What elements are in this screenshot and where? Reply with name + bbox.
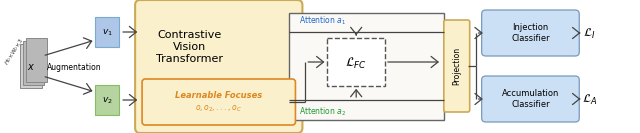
Text: Learnable Focuses: Learnable Focuses — [175, 90, 262, 99]
Polygon shape — [22, 41, 45, 85]
Text: $x$: $x$ — [28, 62, 36, 72]
Text: $H_0{\times}W_0{\times}3$: $H_0{\times}W_0{\times}3$ — [3, 37, 27, 67]
FancyBboxPatch shape — [327, 38, 385, 86]
Text: Attention $a_1$: Attention $a_1$ — [300, 14, 347, 27]
Text: Injection
Classifier: Injection Classifier — [511, 23, 550, 43]
Text: $\mathcal{L}_A$: $\mathcal{L}_A$ — [582, 93, 597, 107]
Text: Projection: Projection — [452, 47, 461, 85]
Text: $\mathcal{L}_I$: $\mathcal{L}_I$ — [583, 27, 595, 41]
FancyBboxPatch shape — [135, 0, 303, 133]
Text: $v_2$: $v_2$ — [102, 96, 113, 106]
FancyBboxPatch shape — [482, 10, 579, 56]
FancyBboxPatch shape — [444, 20, 470, 112]
Text: $\mathcal{L}_{FC}$: $\mathcal{L}_{FC}$ — [345, 55, 367, 70]
Text: Augmentation: Augmentation — [47, 63, 102, 72]
FancyBboxPatch shape — [142, 79, 296, 125]
FancyBboxPatch shape — [95, 85, 119, 115]
Text: Accumulation
Classifier: Accumulation Classifier — [502, 89, 559, 109]
FancyBboxPatch shape — [95, 17, 119, 47]
FancyBboxPatch shape — [482, 76, 579, 122]
Bar — [289, 13, 444, 120]
Text: $o, o_2,..., o_C$: $o, o_2,..., o_C$ — [195, 104, 242, 114]
Polygon shape — [26, 38, 47, 82]
Text: $v_1$: $v_1$ — [102, 28, 113, 38]
Text: Attention $a_2$: Attention $a_2$ — [300, 105, 347, 117]
Text: Contrastive
Vision
Transformer: Contrastive Vision Transformer — [156, 30, 223, 64]
Polygon shape — [20, 44, 42, 88]
